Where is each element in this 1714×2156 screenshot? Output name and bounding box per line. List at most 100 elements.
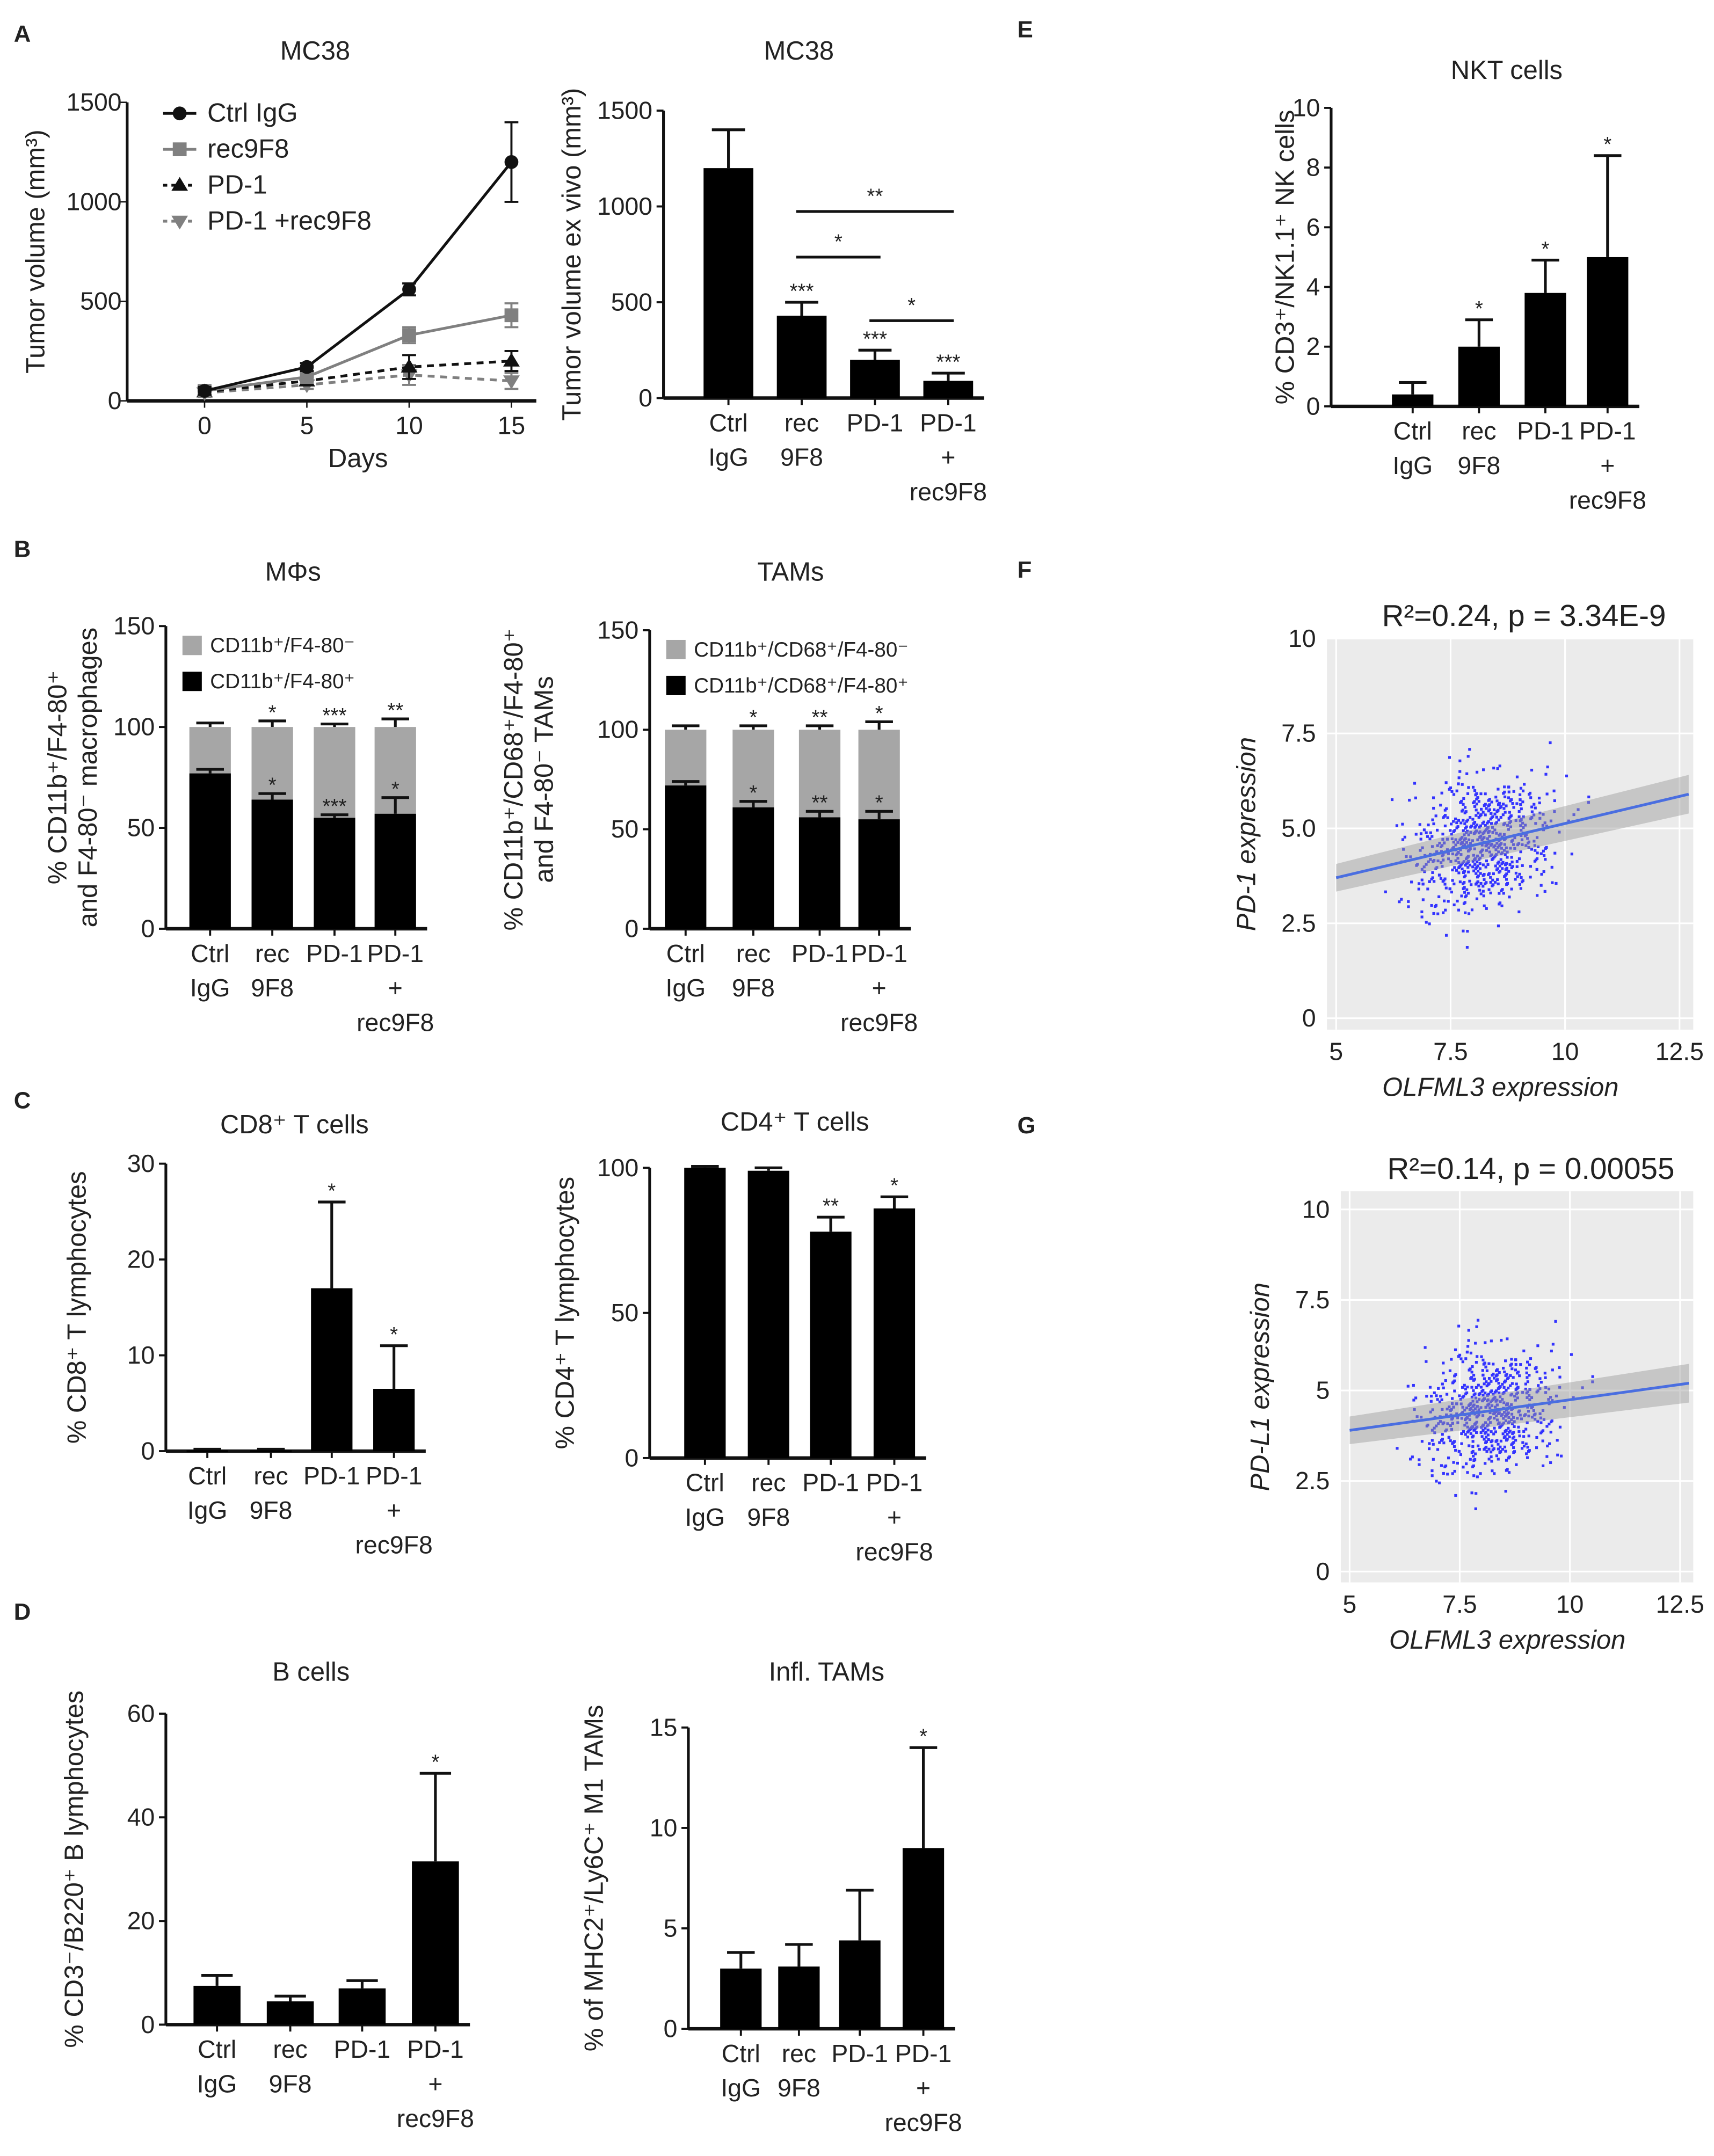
y-tick-label: 5.0 — [1281, 814, 1316, 842]
data-point — [1538, 817, 1542, 820]
data-point — [1425, 863, 1428, 866]
data-point — [1489, 876, 1492, 879]
data-point — [1486, 1398, 1490, 1401]
data-point — [1475, 1325, 1478, 1328]
data-point — [1384, 890, 1387, 893]
data-point — [1433, 880, 1436, 883]
legend-swatch — [182, 636, 202, 655]
data-point — [1452, 841, 1455, 844]
data-point — [1507, 785, 1510, 789]
data-point — [1534, 1417, 1537, 1421]
data-point — [1430, 904, 1433, 907]
data-point — [1460, 863, 1463, 866]
data-point — [1516, 1386, 1520, 1389]
data-point — [1495, 799, 1499, 803]
data-point — [1451, 1417, 1454, 1420]
data-point — [1477, 1383, 1480, 1387]
data-point — [1439, 1395, 1442, 1398]
data-point — [1530, 848, 1534, 851]
data-point — [1458, 1394, 1461, 1397]
data-point — [1504, 1415, 1507, 1418]
data-point — [1558, 1375, 1562, 1379]
data-point — [1467, 1329, 1470, 1332]
data-point — [1450, 833, 1453, 836]
data-point — [1490, 812, 1493, 815]
panel-label-e: E — [1018, 17, 1033, 43]
data-point — [1519, 786, 1523, 790]
data-point — [1432, 1458, 1435, 1461]
x-tick-label: IgG — [708, 443, 749, 471]
x-tick-label: Ctrl — [198, 2035, 236, 2063]
y-tick-label: 0 — [1302, 1004, 1316, 1032]
data-point — [1476, 1475, 1479, 1478]
data-point — [1513, 1420, 1516, 1423]
data-point — [1468, 748, 1471, 751]
data-point — [1465, 841, 1469, 844]
data-point — [1537, 1384, 1540, 1387]
data-point — [1469, 1458, 1472, 1461]
data-point — [1490, 1380, 1493, 1383]
significance-label: * — [834, 230, 843, 253]
x-tick-label: PD-1 — [791, 939, 848, 967]
data-point — [1535, 1366, 1538, 1369]
significance-label: ** — [811, 706, 827, 729]
data-point — [1456, 841, 1459, 844]
data-point — [1510, 1422, 1514, 1425]
data-point — [1550, 1349, 1553, 1353]
data-point — [1463, 1383, 1466, 1387]
data-point — [1523, 1414, 1526, 1417]
data-point — [1509, 847, 1512, 850]
data-point — [1539, 1416, 1543, 1419]
data-point — [1418, 1458, 1421, 1461]
data-point — [1471, 1440, 1475, 1443]
data-point — [1481, 1394, 1485, 1397]
data-point — [1466, 1471, 1469, 1474]
data-point — [1539, 1381, 1543, 1384]
data-point — [1446, 1408, 1449, 1411]
data-point — [1481, 837, 1485, 841]
data-point — [1558, 1386, 1562, 1389]
data-point — [1503, 785, 1506, 789]
data-point — [1479, 1472, 1482, 1475]
data-point — [1468, 848, 1471, 851]
data-point — [1433, 858, 1436, 862]
data-point — [1457, 782, 1460, 785]
data-point — [1508, 863, 1512, 866]
x-tick-label: rec — [736, 939, 771, 967]
data-point — [1466, 1425, 1469, 1429]
data-point — [1420, 910, 1424, 914]
data-point — [1514, 1358, 1517, 1361]
data-point — [1490, 1404, 1493, 1408]
data-point — [1468, 838, 1471, 841]
data-point — [1536, 851, 1539, 855]
chart-f-scatter: 5 7.5 10 12.5 0 2.5 5.0 7.5 10 R²=0.24, p = 3.34E… — [1232, 599, 1704, 1102]
data-point — [1481, 848, 1484, 851]
data-point — [1465, 820, 1469, 823]
data-point — [1512, 806, 1515, 809]
data-point — [1487, 1376, 1491, 1380]
data-point — [1451, 1472, 1454, 1475]
data-point — [1572, 813, 1575, 817]
data-point — [1493, 812, 1497, 815]
y-tick-label: 1000 — [597, 192, 652, 220]
data-point — [1497, 808, 1500, 812]
data-point — [1494, 854, 1497, 857]
data-point — [1470, 1395, 1473, 1399]
data-point — [1459, 1453, 1462, 1456]
data-point — [1450, 790, 1454, 793]
data-point — [1507, 1471, 1511, 1474]
y-tick-label: 2 — [1306, 332, 1320, 360]
chart-title: MC38 — [280, 37, 350, 65]
data-point — [1454, 1494, 1457, 1497]
data-point — [1428, 1386, 1432, 1389]
data-point — [1492, 846, 1495, 849]
data-point — [1455, 826, 1458, 829]
data-point — [1460, 1432, 1463, 1436]
data-point — [1418, 1463, 1421, 1466]
data-point — [1436, 828, 1439, 832]
data-point — [1425, 1360, 1428, 1363]
data-point — [1463, 839, 1466, 842]
data-point — [1483, 1361, 1486, 1365]
data-point — [1553, 810, 1556, 813]
data-point — [1489, 818, 1492, 821]
